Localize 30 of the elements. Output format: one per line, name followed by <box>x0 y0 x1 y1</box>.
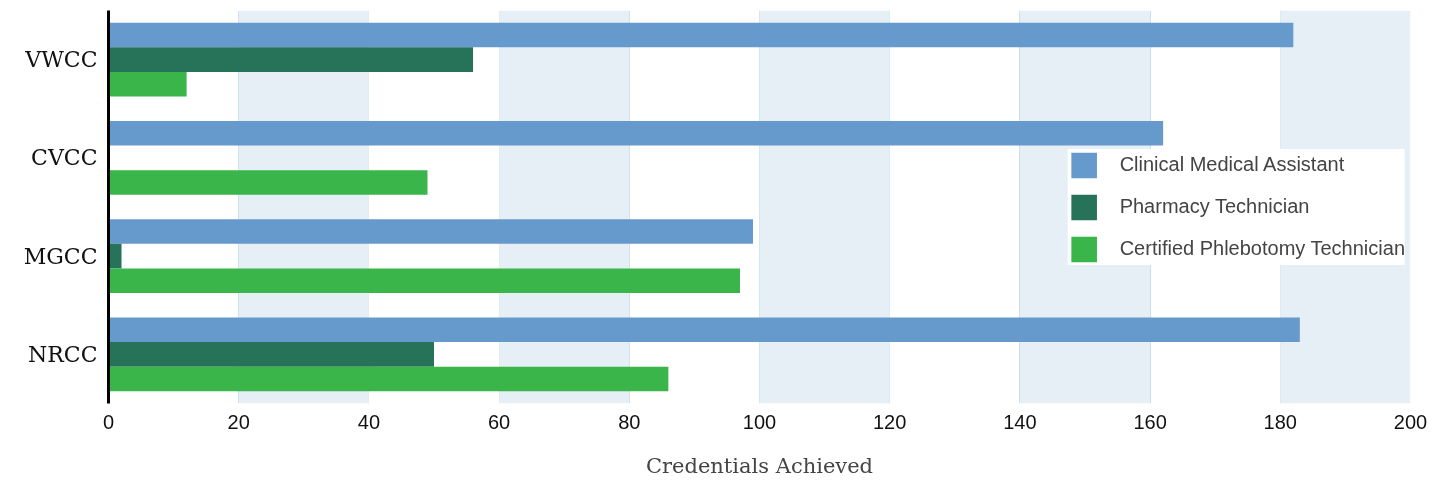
x-axis-title: Credentials Achieved <box>645 453 874 478</box>
x-tick-label: 20 <box>227 410 250 433</box>
bar <box>108 47 474 72</box>
x-tick-label: 0 <box>102 410 115 433</box>
legend-label: Certified Phlebotomy Technician <box>1119 237 1405 260</box>
x-tick-label: 40 <box>357 410 381 433</box>
bar <box>108 317 1300 343</box>
x-tick-label: 120 <box>873 410 907 433</box>
bar <box>108 22 1294 48</box>
y-tick-label: MGCC <box>23 243 98 269</box>
bar <box>108 170 428 195</box>
x-tick-label: 60 <box>487 410 511 433</box>
bar <box>108 243 122 269</box>
x-tick-label: 160 <box>1133 410 1167 433</box>
x-tick-label: 180 <box>1263 410 1297 433</box>
legend-label: Pharmacy Technician <box>1119 195 1310 218</box>
bar <box>108 342 434 367</box>
y-tick-label: CVCC <box>31 145 98 171</box>
bar <box>108 71 187 97</box>
x-tick-label: 200 <box>1393 410 1428 433</box>
y-tick-label: NRCC <box>28 341 98 367</box>
bar <box>108 219 753 244</box>
bar <box>108 268 740 293</box>
x-tick-label: 80 <box>618 410 641 433</box>
x-tick-label: 140 <box>1003 410 1037 433</box>
x-tick-label: 100 <box>742 410 777 433</box>
bar <box>108 121 1164 146</box>
y-tick-label: VWCC <box>24 47 98 73</box>
legend-label: Clinical Medical Assistant <box>1119 153 1345 176</box>
bar <box>108 366 669 392</box>
